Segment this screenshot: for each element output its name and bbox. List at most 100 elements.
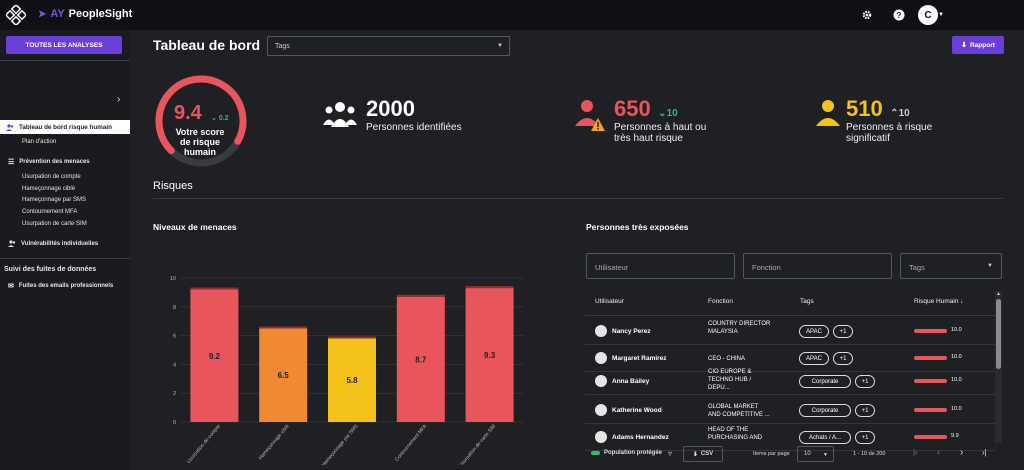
significant-risk-person-icon xyxy=(816,100,840,126)
app-logo-icon[interactable] xyxy=(6,5,26,25)
report-button[interactable]: ⬇ Rapport xyxy=(952,36,1004,54)
y-tick-label: 2 xyxy=(173,391,176,397)
sidebar-item-email-leaks[interactable]: ✉ Fuites des emails professionnels xyxy=(8,282,113,290)
scrollbar-thumb[interactable] xyxy=(996,299,1001,369)
column-header-tags[interactable]: Tags xyxy=(800,298,814,305)
sidebar-item-label: Vulnérabilités individuelles xyxy=(21,240,99,247)
bar[interactable] xyxy=(190,289,239,422)
kpi-value: 2000 xyxy=(366,96,415,121)
sidebar-item-threat-prevention[interactable]: ☰ Prévention des menaces xyxy=(8,158,90,166)
row-function-line: GLOBAL MARKET xyxy=(708,404,759,410)
sidebar-item-data-leaks[interactable]: Suivi des fuites de données xyxy=(4,266,97,273)
row-function-line: PURCHASING AND xyxy=(708,435,763,441)
sidebar-item-smishing[interactable]: Hameçonnage par SMS xyxy=(22,197,87,203)
report-button-label: Rapport xyxy=(969,41,995,49)
all-analyses-button[interactable]: TOUTES LES ANALYSES xyxy=(6,36,122,54)
download-icon: ⬇ xyxy=(692,451,698,458)
table-row[interactable]: Anna Bailey CIO EUROPE & TECHNO HUB / DEPU.… xyxy=(585,368,995,395)
toggle-icon xyxy=(591,451,600,455)
y-tick-label: 10 xyxy=(170,276,176,282)
bar-cap xyxy=(190,287,239,290)
risk-score-delta-value: 0.2 xyxy=(218,115,229,122)
threat-levels-chart: 0 2 4 6 8 10 9.2 Usurpation de compte 6.5 Hameçon… xyxy=(170,276,524,465)
column-header-user[interactable]: Utilisateur xyxy=(595,298,624,305)
user-search-input[interactable]: Utilisateur xyxy=(586,253,735,279)
row-risk-value: 10.0 xyxy=(951,354,962,360)
row-tag-chip[interactable]: APAC xyxy=(799,325,829,338)
sidebar-item-action-plan[interactable]: Plan d'action xyxy=(22,139,57,145)
row-risk-bar xyxy=(914,379,947,383)
table-scrollbar[interactable]: ▲ xyxy=(995,291,1002,443)
column-header-function[interactable]: Fonction xyxy=(708,298,733,305)
bar[interactable] xyxy=(259,328,308,422)
chevron-down-icon: ▼ xyxy=(823,452,828,458)
last-page-icon[interactable]: ›| xyxy=(982,448,987,457)
first-page-icon[interactable]: |‹ xyxy=(913,448,918,457)
next-page-icon[interactable]: › xyxy=(960,447,964,458)
row-function-line: CEO - CHINA xyxy=(708,356,746,362)
settings-gear-icon[interactable] xyxy=(860,8,874,22)
sidebar-item-dashboard[interactable]: Tableau de bord risque humain xyxy=(0,120,130,134)
row-function-line: MALAYSIA xyxy=(708,329,738,335)
bar-value-label: 9.3 xyxy=(484,351,496,360)
sidebar-item-mfa-bypass[interactable]: Contournement MFA xyxy=(22,209,78,215)
filter-icon[interactable]: ▿ xyxy=(668,449,673,458)
kpi-label: Personnes identifiées xyxy=(366,122,462,133)
row-more-tags-chip[interactable]: +1 xyxy=(855,404,875,417)
row-more-tags-chip[interactable]: +1 xyxy=(855,375,875,388)
sidebar-item-vulnerabilities[interactable]: Vulnérabilités individuelles xyxy=(8,240,98,247)
table-row[interactable]: Margaret Ramirez CEO - CHINA APAC +1 10.0 xyxy=(585,345,995,372)
tags-filter-dropdown[interactable]: Tags ▼ xyxy=(900,253,1002,279)
protected-population-label: Population protégée xyxy=(604,450,663,456)
user-avatar-icon xyxy=(595,325,607,337)
sidebar-item-sim-swap[interactable]: Usurpation de carte SIM xyxy=(22,221,87,227)
scroll-up-icon[interactable]: ▲ xyxy=(996,291,1001,297)
collapse-chevron-icon[interactable]: › xyxy=(117,94,121,105)
row-more-tags-chip[interactable]: +1 xyxy=(833,325,853,338)
row-risk-value: 10.0 xyxy=(951,377,962,383)
user-avatar[interactable]: C xyxy=(918,5,938,25)
bar[interactable] xyxy=(465,288,514,422)
section-title-risks: Risques xyxy=(153,180,193,192)
column-header-risk[interactable]: Risque Humain ↓ xyxy=(914,298,964,305)
row-tag-chip[interactable]: Corporate xyxy=(799,375,851,388)
prev-page-icon[interactable]: ‹ xyxy=(937,447,941,458)
kpi-label-line: Personnes à risque xyxy=(846,122,933,133)
sidebar-item-account-takeover[interactable]: Usurpation de compte xyxy=(22,174,81,180)
sidebar-item-spear-phishing[interactable]: Hameçonnage ciblé xyxy=(22,186,76,192)
bar-value-label: 8.7 xyxy=(415,355,427,364)
chevron-down-icon: ▼ xyxy=(987,263,993,269)
risk-score-delta: ⌄ 0.2 xyxy=(211,115,229,122)
table-row[interactable]: Katherine Wood GLOBAL MARKET AND COMPETITI… xyxy=(585,397,995,424)
row-risk-bar xyxy=(914,356,947,360)
items-per-page-label: Items par page xyxy=(753,451,790,457)
row-tag-chip[interactable]: Corporate xyxy=(799,404,851,417)
table-row[interactable]: Nancy Perez COUNTRY DIRECTOR MALAYSIA APAC +… xyxy=(585,318,995,345)
table-header-divider xyxy=(585,315,995,316)
bar[interactable] xyxy=(328,338,376,422)
tags-filter-select[interactable]: Tags ▼ xyxy=(267,36,510,56)
protected-population-toggle[interactable]: Population protégée xyxy=(591,450,662,456)
sort-down-arrow-icon: ↓ xyxy=(960,298,964,305)
bar-value-label: 6.5 xyxy=(278,371,290,380)
csv-export-button[interactable]: ⬇ CSV xyxy=(683,446,723,462)
help-icon[interactable]: ? xyxy=(892,8,906,22)
function-search-input[interactable]: Fonction xyxy=(743,253,892,279)
mail-icon: ✉ xyxy=(8,283,14,290)
row-function-line: TECHNO HUB / xyxy=(708,377,752,383)
row-tag-chip[interactable]: Achats / A... xyxy=(799,431,851,444)
kpi-label-line: significatif xyxy=(846,133,890,144)
items-per-page-select[interactable]: 10 ▼ xyxy=(797,446,834,462)
sidebar-divider xyxy=(0,258,130,259)
table-row[interactable]: Adams Hernandez HEAD OF THE PURCHASING AND… xyxy=(585,424,995,451)
kpi-label-line: très haut risque xyxy=(614,133,683,144)
row-more-tags-chip[interactable]: +1 xyxy=(833,352,853,365)
row-more-tags-chip[interactable]: +1 xyxy=(855,431,875,444)
bar[interactable] xyxy=(396,296,445,422)
row-function-line: CIO EUROPE & xyxy=(708,369,752,375)
sidebar-divider xyxy=(0,60,130,61)
brand[interactable]: ➤ AY PeopleSight xyxy=(38,8,132,20)
risk-score-label: Votre score de risque humain xyxy=(175,127,225,157)
high-risk-person-icon xyxy=(575,100,605,131)
row-tag-chip[interactable]: APAC xyxy=(799,352,829,365)
